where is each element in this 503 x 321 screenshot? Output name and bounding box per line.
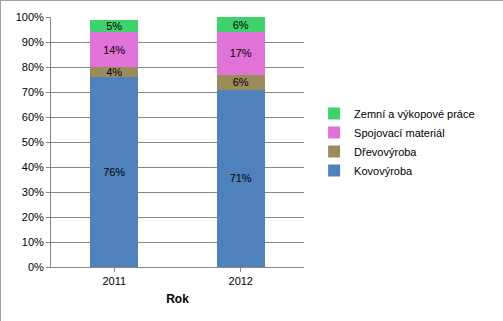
svg-text:6%: 6% (233, 76, 249, 88)
svg-text:100%: 100% (16, 11, 44, 23)
svg-text:10%: 10% (22, 236, 44, 248)
svg-text:Rok: Rok (166, 292, 189, 306)
svg-text:40%: 40% (22, 161, 44, 173)
svg-text:Dřevovýroba: Dřevovýroba (354, 146, 417, 158)
svg-text:70%: 70% (22, 86, 44, 98)
svg-text:6%: 6% (233, 19, 249, 31)
svg-text:14%: 14% (103, 44, 125, 56)
svg-text:0%: 0% (28, 261, 44, 273)
svg-text:71%: 71% (230, 172, 252, 184)
svg-text:50%: 50% (22, 136, 44, 148)
svg-text:30%: 30% (22, 186, 44, 198)
svg-text:4%: 4% (106, 66, 122, 78)
svg-text:Zemní a výkopové práce: Zemní a výkopové práce (354, 108, 474, 120)
svg-text:80%: 80% (22, 61, 44, 73)
svg-text:2011: 2011 (102, 275, 126, 287)
svg-text:60%: 60% (22, 111, 44, 123)
svg-text:20%: 20% (22, 211, 44, 223)
svg-text:17%: 17% (230, 47, 252, 59)
svg-text:Kovovýroba: Kovovýroba (354, 165, 413, 177)
svg-text:5%: 5% (106, 20, 122, 32)
svg-text:76%: 76% (103, 166, 125, 178)
svg-text:Spojovací materiál: Spojovací materiál (354, 127, 445, 139)
svg-text:90%: 90% (22, 36, 44, 48)
svg-text:2012: 2012 (229, 275, 253, 287)
